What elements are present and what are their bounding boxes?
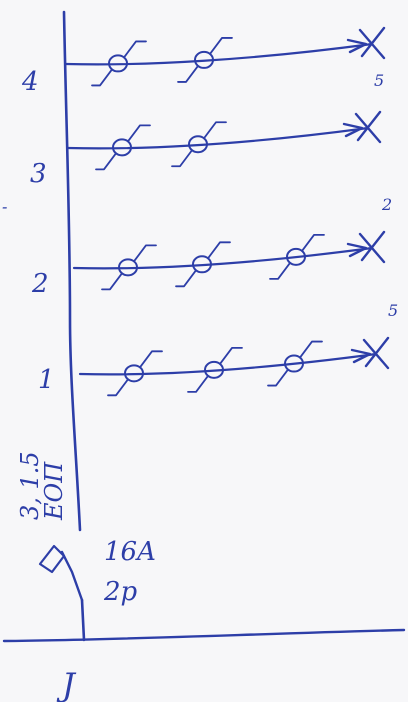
terminal-cross: [346, 230, 386, 264]
circuit-branch-4: [64, 26, 386, 87]
lamp-arms: [187, 347, 243, 393]
lamp-fixture: [267, 340, 323, 387]
cable-spec-size: 3, 1.5: [16, 451, 44, 520]
lamp-fixture: [269, 234, 325, 280]
lamp-fixture: [171, 121, 227, 168]
lamp-arms: [267, 340, 323, 387]
lamp-circle: [188, 135, 208, 154]
lamp-circle: [124, 364, 144, 383]
lamp-circle: [286, 247, 306, 266]
side-mark: -: [2, 197, 7, 216]
main-feeder-line: [62, 10, 82, 532]
lamp-circle: [204, 360, 224, 379]
lamp-arms: [91, 40, 147, 87]
lamp-circle: [108, 54, 128, 73]
circuit-label-2: 2: [31, 269, 49, 299]
lamp-fixture: [101, 244, 157, 291]
lamp-fixture: [91, 40, 147, 87]
branch-line: [72, 246, 374, 270]
circuit-branch-1: [78, 336, 390, 397]
branch-line: [66, 126, 370, 150]
circuit-label-1: 1: [38, 365, 55, 395]
terminal-cross: [350, 336, 390, 370]
lamp-fixture: [187, 347, 243, 393]
terminal-label-2: 2: [381, 195, 392, 214]
circuit-branch-2: [72, 230, 386, 291]
circuit-breaker-symbol: [38, 544, 84, 602]
lamp-circle: [118, 258, 138, 277]
terminal-label-3: 5: [374, 71, 384, 90]
lamp-fixture: [107, 350, 163, 397]
branch-line: [64, 42, 374, 66]
lamp-arms: [175, 241, 231, 288]
lamp-arms: [107, 350, 163, 397]
terminal-cross: [342, 110, 382, 144]
lamp-fixture: [175, 241, 231, 288]
lamp-fixture: [95, 124, 151, 171]
cable-spec: 3, 1.5 ЕОП: [16, 451, 68, 521]
lamp-circle: [112, 138, 132, 157]
breaker-poles: 2p: [103, 577, 138, 607]
bottom-label: J: [56, 666, 77, 702]
lamp-circle: [284, 354, 304, 373]
base-line: [2, 628, 406, 643]
lamp-circle: [192, 255, 212, 274]
lamp-fixture: [177, 37, 233, 83]
circuit-label-4: 4: [21, 67, 39, 97]
lamp-arms: [269, 234, 325, 280]
switch-to-ground-line: [80, 598, 86, 642]
terminal-cross: [346, 26, 386, 60]
branch-line: [78, 352, 378, 376]
lamp-arms: [101, 244, 157, 291]
lamp-arms: [95, 124, 151, 171]
circuit-branch-3: [66, 110, 382, 171]
circuit-branches: 5 2 5: [64, 26, 398, 397]
lamp-arms: [171, 121, 227, 168]
lamp-arms: [177, 37, 233, 83]
lamp-circle: [194, 50, 214, 69]
terminal-label-1: 5: [388, 301, 398, 320]
circuit-label-3: 3: [30, 159, 47, 189]
breaker-rating: 16A: [104, 537, 156, 567]
cable-spec-type: ЕОП: [40, 461, 68, 521]
